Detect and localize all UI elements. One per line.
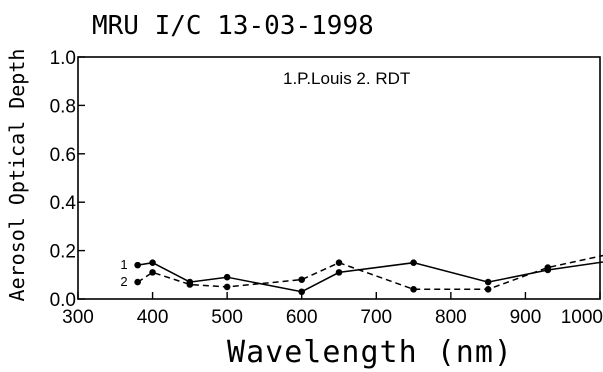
series-2-point [335,259,343,267]
y-tick-label: 1.0 [50,48,76,69]
series-2-point [223,283,231,291]
x-tick-label: 500 [211,307,243,328]
series-2-point [134,278,141,286]
series-2-point [544,264,552,271]
x-tick-label: 700 [360,307,392,328]
x-axis-label: Wavelength (nm) [227,335,513,370]
series-2-point [186,281,194,288]
series-2-point [484,286,492,293]
y-tick-label: 0.8 [50,96,76,117]
series-2-point [410,286,417,293]
series-1-point [134,261,141,269]
series-2-point [298,276,306,283]
series-1-point [149,259,156,267]
series-2-point [149,269,156,276]
series-1-point [335,269,343,276]
y-tick-label: 0.4 [50,193,77,214]
x-tick-label: 400 [137,307,169,328]
chart-annotation: 1.P.Louis 2. RDT [283,69,410,88]
x-tick-label: 900 [510,307,542,328]
series-1-label: 1 [120,257,127,272]
chart-title: MRU I/C 13-03-1998 [92,11,374,41]
series-1-point [484,278,492,286]
series-1-point [223,273,231,281]
x-tick-label: 600 [286,307,318,328]
series-2-label: 2 [120,274,127,289]
series-2-line [137,254,603,291]
x-tick-label: 1000 [561,307,603,328]
series-layer: 12 [120,254,603,296]
y-tick-label: 0.6 [50,145,76,166]
x-tick-label: 300 [62,307,94,328]
x-tick-label: 800 [435,307,467,328]
series-1-line [137,261,603,293]
y-tick-label: 0.0 [50,290,76,311]
y-tick-label: 0.2 [50,242,76,263]
series-1-point [298,288,306,296]
series-1-point [410,259,417,267]
plot-frame [77,56,601,300]
x-axis: 300 400 500 600 700 800 900 1000 [62,292,603,328]
y-axis: 0.0 0.2 0.4 0.6 0.8 1.0 [50,48,85,311]
y-axis-label: Aerosol Optical Depth [5,49,29,302]
